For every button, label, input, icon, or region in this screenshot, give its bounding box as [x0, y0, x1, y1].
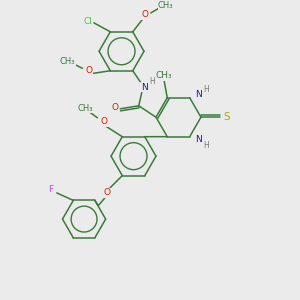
Text: O: O: [104, 188, 111, 197]
Text: CH₃: CH₃: [156, 71, 172, 80]
Text: CH₃: CH₃: [158, 1, 173, 10]
Text: O: O: [111, 103, 118, 112]
Text: H: H: [203, 141, 209, 150]
Text: Cl: Cl: [84, 17, 93, 26]
Text: O: O: [86, 66, 93, 75]
Text: H: H: [149, 77, 155, 86]
Text: O: O: [101, 117, 108, 126]
Text: N: N: [195, 90, 202, 99]
Text: O: O: [141, 10, 148, 19]
Text: F: F: [48, 185, 53, 194]
Text: CH₃: CH₃: [77, 104, 93, 113]
Text: CH₃: CH₃: [60, 57, 75, 66]
Text: H: H: [203, 85, 209, 94]
Text: N: N: [195, 135, 202, 144]
Text: N: N: [141, 83, 148, 92]
Text: S: S: [224, 112, 230, 122]
